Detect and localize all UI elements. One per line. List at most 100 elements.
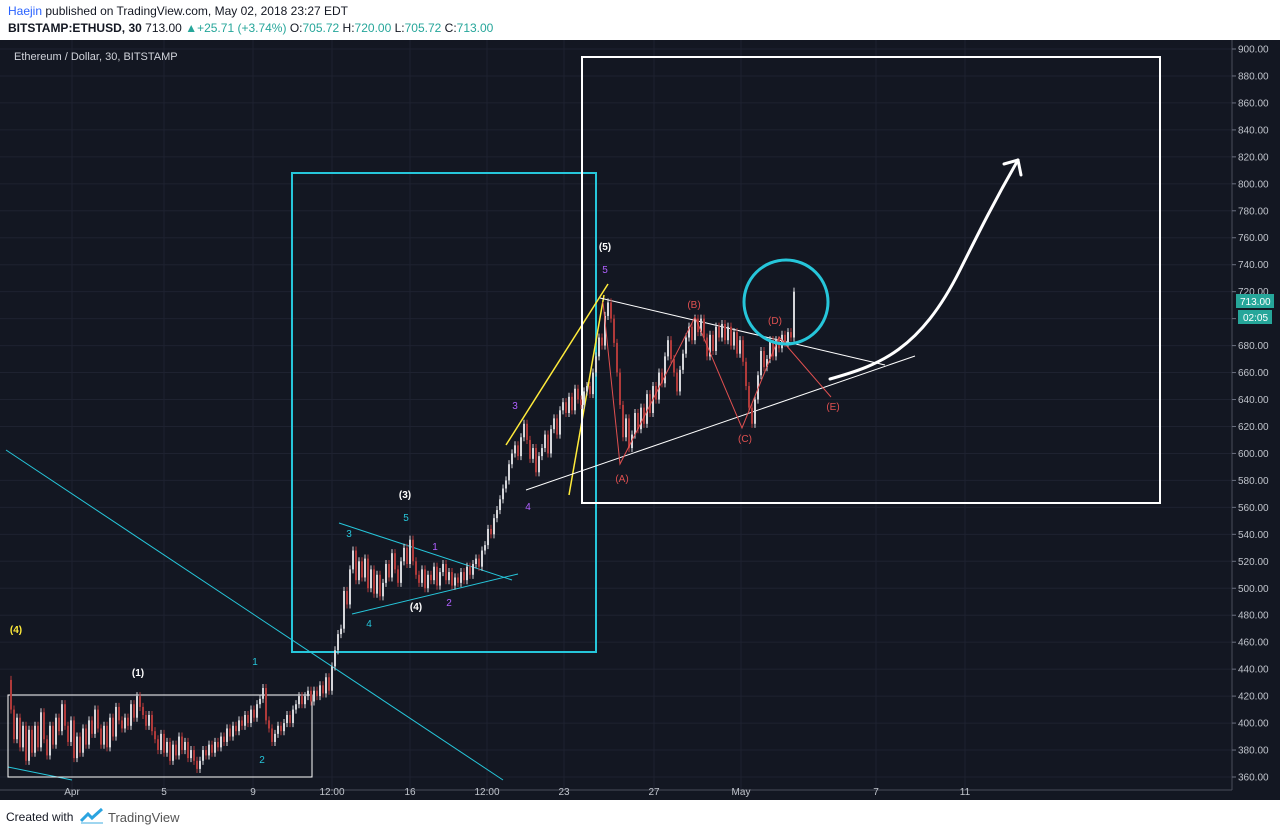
author-link[interactable]: Haejin <box>8 4 43 18</box>
candle-body <box>67 725 69 742</box>
wave-label: 2 <box>259 755 265 766</box>
price-tick-label: 400.00 <box>1238 719 1269 730</box>
candle-body <box>640 407 642 430</box>
created-with-text: Created with <box>6 810 74 824</box>
candle-body <box>325 677 327 694</box>
candle-body <box>214 741 216 753</box>
candle-body <box>556 418 558 435</box>
wave-label: (5) <box>599 242 611 253</box>
trendline-cyan-short <box>7 766 73 781</box>
tradingview-logo-icon <box>80 808 104 824</box>
candle-body <box>289 714 291 724</box>
countdown-text: 02:05 <box>1243 313 1268 324</box>
candle-body <box>457 577 459 583</box>
candle-body <box>697 318 699 333</box>
range-box <box>7 694 313 778</box>
wave-labels: (4) (1) 1 2 3 4 5 (3) (4) 1 2 3 4 5 (5) (A) (B) (C) (D) (E) <box>10 242 840 766</box>
countdown-bg <box>1238 310 1272 324</box>
price-tick-label: 840.00 <box>1238 125 1269 136</box>
candle-body <box>157 739 159 751</box>
candle-body <box>97 709 99 729</box>
candle-body <box>547 434 549 454</box>
candle-body <box>604 315 606 346</box>
candle-body <box>700 318 702 333</box>
candle-body <box>520 437 522 457</box>
candle-body <box>58 717 60 732</box>
candle-body <box>127 717 129 726</box>
price-tick-label: 560.00 <box>1238 503 1269 514</box>
price-tick-label: 600.00 <box>1238 449 1269 460</box>
candle-body <box>145 714 147 726</box>
candle-body <box>574 388 576 411</box>
price-tick-label: 680.00 <box>1238 341 1269 352</box>
wave-label: (1) <box>132 668 144 679</box>
candle-body <box>730 326 732 346</box>
candle-body <box>220 736 222 748</box>
candle-body <box>388 563 390 578</box>
candle-body <box>316 690 318 697</box>
wave-label: (E) <box>826 402 839 413</box>
candle-body <box>622 404 624 438</box>
high-value: 720.00 <box>354 21 392 35</box>
low-value: 705.72 <box>404 21 442 35</box>
candle-body <box>154 731 156 740</box>
candle-body <box>406 547 408 564</box>
candle-body <box>433 566 435 581</box>
candle-body <box>292 709 294 724</box>
time-tick-label: 23 <box>558 787 570 798</box>
candle-body <box>481 550 483 567</box>
candle-body <box>397 569 399 583</box>
wave-label: (B) <box>687 300 700 311</box>
price-tick-label: 760.00 <box>1238 233 1269 244</box>
candle-body <box>199 760 201 769</box>
candle-body <box>295 704 297 710</box>
candle-body <box>91 720 93 734</box>
price-tick-label: 480.00 <box>1238 611 1269 622</box>
price-axis[interactable]: 360.00 380.00 400.00 420.00 440.00 460.00 480.… <box>1231 40 1280 800</box>
triangle-lower <box>351 573 519 615</box>
candle-body <box>679 369 681 392</box>
candle-body <box>328 677 330 691</box>
candle-body <box>169 741 171 761</box>
price-chart[interactable]: 360.00 380.00 400.00 420.00 440.00 460.00 480.… <box>0 40 1280 800</box>
candle-body <box>592 372 594 395</box>
candle-body <box>544 434 546 449</box>
candle-body <box>331 666 333 691</box>
candle-body <box>562 402 564 411</box>
candle-body <box>676 372 678 392</box>
candle-body <box>553 418 555 430</box>
candle-body <box>568 396 570 413</box>
wave-label: (4) <box>10 625 22 636</box>
candle-body <box>784 334 786 343</box>
high-label: H: <box>342 21 355 35</box>
candle-body <box>40 712 42 748</box>
candle-body <box>772 340 774 357</box>
candle-body <box>190 750 192 759</box>
candle-body <box>121 720 123 729</box>
candle-body <box>334 650 336 667</box>
candle-body <box>688 326 690 338</box>
price-tag: 713.00 02:05 <box>1236 294 1274 324</box>
candle-body <box>589 386 591 395</box>
candle-body <box>517 445 519 457</box>
candle-body <box>484 545 486 551</box>
time-axis[interactable]: Apr 5 9 12:00 16 12:00 23 27 May 7 11 <box>0 787 1232 798</box>
candle-body <box>16 717 18 740</box>
candle-body <box>580 399 582 405</box>
tradingview-brand[interactable]: TradingView <box>108 810 180 825</box>
chart-title: Ethereum / Dollar, 30, BITSTAMP <box>14 51 178 63</box>
candle-body <box>10 679 12 710</box>
candle-body <box>646 394 648 424</box>
candle-body <box>535 448 537 473</box>
candle-body <box>46 739 48 756</box>
candle-body <box>508 464 510 481</box>
candle-body <box>124 717 126 729</box>
wave-label: (C) <box>738 434 752 445</box>
price-tick-label: 360.00 <box>1238 773 1269 784</box>
candle-body <box>430 574 432 581</box>
candle-body <box>343 590 345 629</box>
price-tick-label: 900.00 <box>1238 45 1269 56</box>
candle-body <box>55 717 57 745</box>
candle-body <box>94 709 96 734</box>
candle-body <box>595 356 597 373</box>
